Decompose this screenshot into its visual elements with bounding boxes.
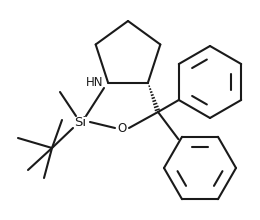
Text: Si: Si	[74, 116, 86, 128]
Text: HN: HN	[86, 76, 103, 89]
Text: O: O	[117, 121, 127, 134]
